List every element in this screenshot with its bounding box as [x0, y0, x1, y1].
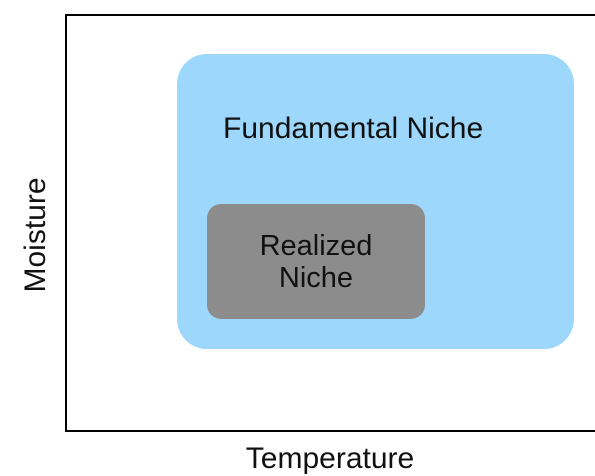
- realized-niche-label: Realized Niche: [207, 230, 425, 294]
- y-axis-label: Moisture: [19, 177, 52, 293]
- realized-niche-label-line1: Realized: [259, 230, 373, 262]
- plot-axes-frame: [65, 14, 595, 432]
- fundamental-niche-label: Fundamental Niche: [223, 112, 484, 145]
- realized-niche-region: [207, 204, 425, 319]
- realized-niche-label-line2: Niche: [278, 262, 354, 294]
- x-axis-label: Temperature: [245, 442, 415, 475]
